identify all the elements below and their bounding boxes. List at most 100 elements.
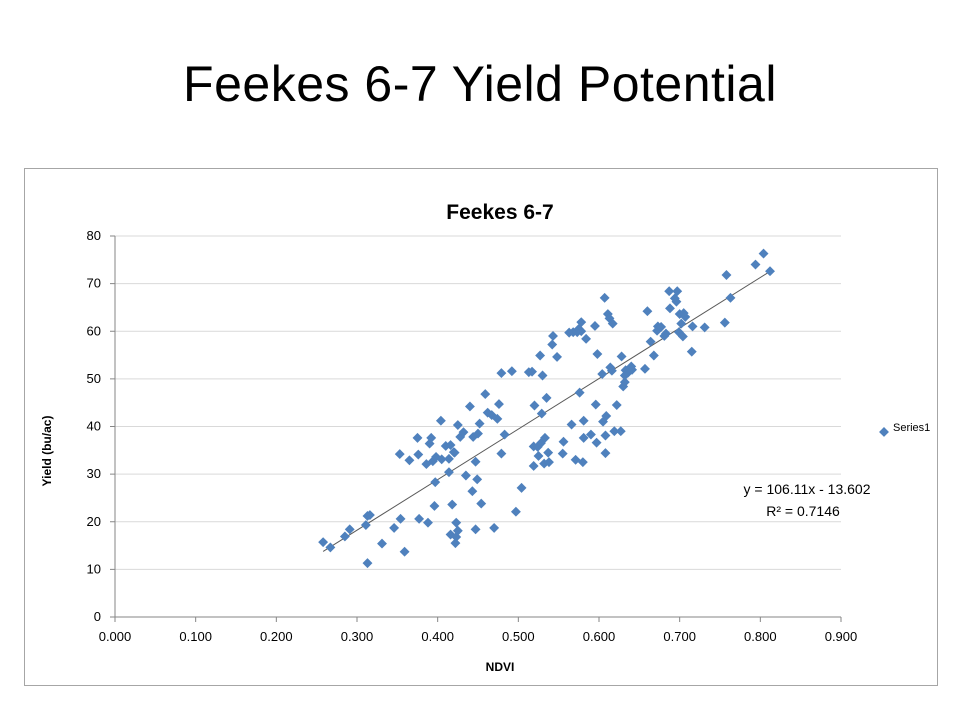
data-point bbox=[592, 349, 603, 360]
data-point bbox=[576, 326, 587, 337]
data-point bbox=[548, 331, 558, 341]
data-point bbox=[618, 381, 629, 392]
trendline bbox=[322, 271, 771, 552]
data-point bbox=[574, 387, 585, 398]
data-point bbox=[721, 270, 732, 280]
data-point bbox=[528, 461, 539, 471]
data-point bbox=[687, 321, 698, 332]
data-point bbox=[619, 377, 630, 388]
data-point bbox=[527, 366, 537, 377]
trendline-line bbox=[322, 271, 771, 552]
x-tick-label: 0.000 bbox=[99, 629, 132, 644]
data-point bbox=[680, 311, 691, 322]
data-point bbox=[447, 499, 458, 510]
y-axis-label: Yield (bu/ac) bbox=[40, 416, 54, 487]
x-tick-label: 0.300 bbox=[341, 629, 374, 644]
data-point bbox=[765, 266, 775, 277]
data-point bbox=[499, 429, 510, 440]
data-point bbox=[581, 333, 592, 344]
data-point bbox=[539, 458, 550, 469]
data-point bbox=[452, 420, 463, 430]
data-point bbox=[318, 537, 329, 548]
data-point bbox=[544, 457, 554, 468]
data-point bbox=[557, 448, 568, 459]
trendline-r-squared: R² = 0.7146 bbox=[766, 503, 840, 519]
axes bbox=[110, 235, 842, 622]
data-point bbox=[606, 365, 617, 376]
data-point bbox=[597, 369, 608, 380]
data-point bbox=[494, 399, 504, 410]
data-point bbox=[656, 321, 667, 332]
y-tick-label: 80 bbox=[87, 228, 101, 243]
data-point bbox=[362, 558, 373, 569]
x-tick-labels: 0.000 0.100 0.200 0.300 0.400 0.500 0.600 0.700… bbox=[99, 629, 858, 644]
data-point bbox=[480, 389, 491, 400]
x-tick-label: 0.700 bbox=[663, 629, 696, 644]
data-point bbox=[394, 449, 405, 460]
x-tick-label: 0.400 bbox=[421, 629, 454, 644]
data-point bbox=[599, 292, 610, 303]
data-point bbox=[547, 339, 558, 350]
data-point bbox=[413, 449, 424, 460]
data-point bbox=[576, 317, 587, 328]
data-point bbox=[339, 531, 350, 542]
y-tick-label: 0 bbox=[94, 609, 101, 624]
data-point bbox=[664, 286, 675, 297]
data-point bbox=[601, 411, 612, 421]
data-point bbox=[552, 351, 563, 362]
slide-title: Feekes 6-7 Yield Potential bbox=[183, 56, 777, 112]
data-point bbox=[451, 517, 462, 528]
data-point bbox=[590, 399, 601, 410]
data-point bbox=[474, 418, 485, 429]
data-point bbox=[609, 426, 620, 437]
data-point bbox=[460, 470, 471, 481]
data-point bbox=[464, 401, 475, 412]
data-point bbox=[600, 448, 611, 459]
data-point bbox=[672, 286, 683, 297]
data-point bbox=[435, 415, 446, 426]
y-tick-label: 60 bbox=[87, 323, 101, 338]
data-point bbox=[665, 303, 675, 314]
data-point bbox=[510, 506, 521, 517]
data-point bbox=[325, 542, 336, 553]
y-tick-label: 20 bbox=[87, 514, 101, 529]
data-point bbox=[395, 513, 406, 524]
data-point bbox=[536, 408, 547, 419]
data-point bbox=[590, 321, 600, 331]
data-point bbox=[578, 415, 589, 426]
data-point bbox=[535, 350, 546, 361]
data-point bbox=[611, 400, 622, 410]
data-point bbox=[533, 451, 544, 461]
y-tick-label: 50 bbox=[87, 371, 101, 386]
data-point bbox=[645, 336, 656, 347]
data-point bbox=[412, 432, 423, 443]
y-tick-label: 30 bbox=[87, 466, 101, 481]
x-tick-label: 0.800 bbox=[744, 629, 777, 644]
data-point bbox=[699, 322, 710, 333]
data-point bbox=[496, 368, 507, 379]
data-point bbox=[543, 447, 554, 458]
legend-label-series1: Series1 bbox=[893, 422, 930, 434]
data-point bbox=[377, 538, 387, 549]
x-tick-label: 0.900 bbox=[825, 629, 858, 644]
data-point bbox=[529, 400, 540, 411]
x-axis-label: NDVI bbox=[486, 660, 515, 674]
data-point bbox=[423, 517, 433, 528]
data-point bbox=[540, 432, 550, 443]
y-tick-label: 70 bbox=[87, 276, 101, 291]
data-point bbox=[472, 474, 483, 485]
data-point bbox=[585, 429, 596, 440]
data-point bbox=[476, 498, 487, 509]
data-point bbox=[591, 437, 602, 448]
data-point bbox=[452, 525, 463, 536]
data-point bbox=[615, 426, 626, 437]
trendline-equation: y = 106.11x - 13.602 bbox=[744, 481, 871, 497]
data-point bbox=[758, 248, 769, 259]
data-point bbox=[450, 538, 461, 549]
data-point bbox=[558, 436, 569, 447]
chart-title: Feekes 6-7 bbox=[446, 201, 553, 224]
data-point bbox=[467, 486, 478, 497]
data-point bbox=[537, 370, 548, 381]
data-point bbox=[516, 482, 527, 493]
y-tick-label: 40 bbox=[87, 419, 101, 434]
